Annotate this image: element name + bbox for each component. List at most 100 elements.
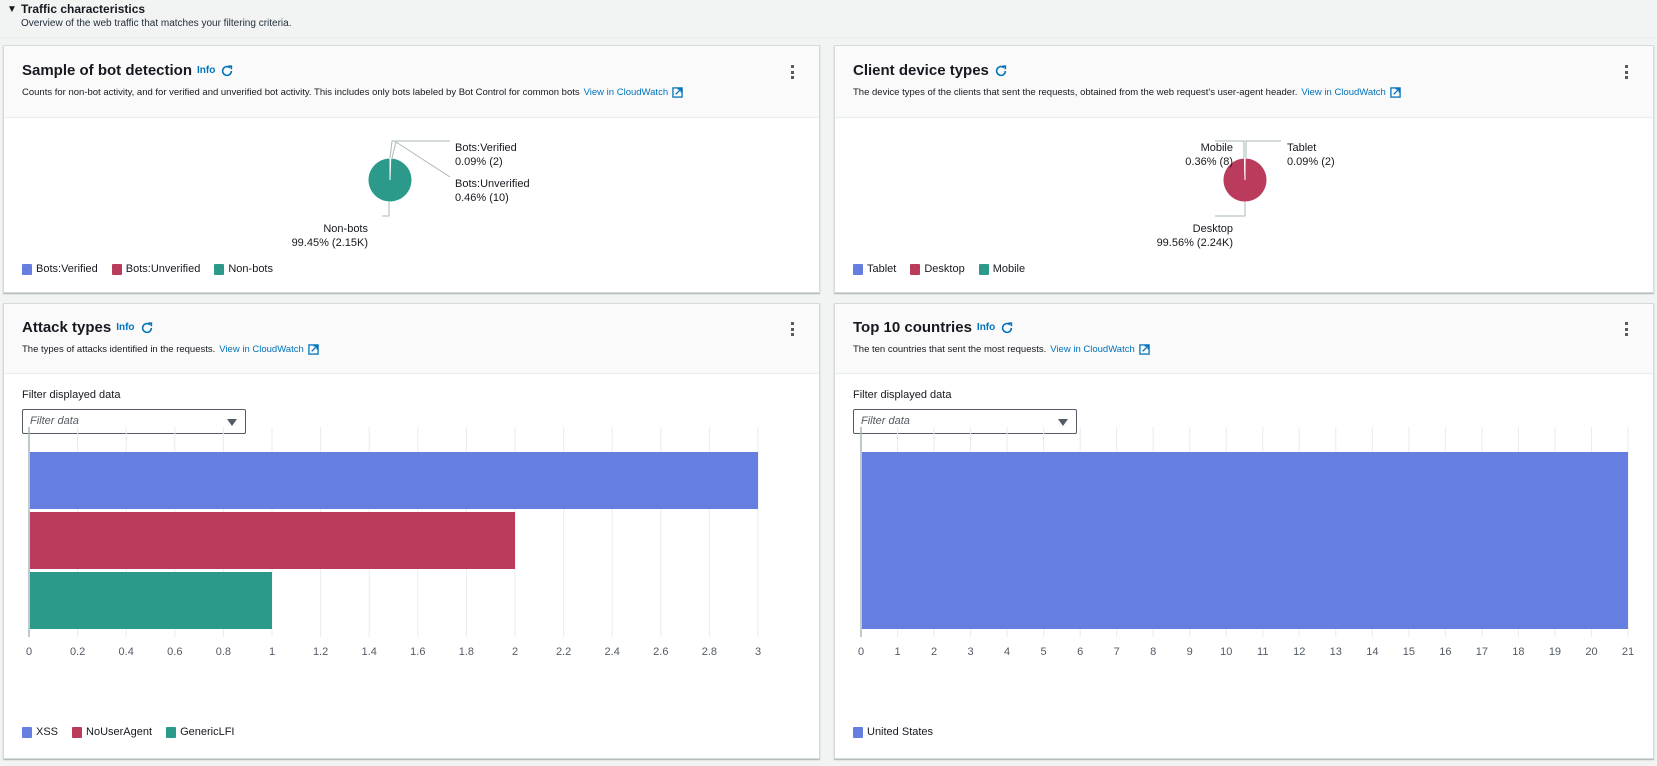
external-link-icon[interactable] xyxy=(1139,344,1150,355)
panel-title: Top 10 countries Info xyxy=(853,319,1014,336)
bot-detection-panel: Sample of bot detection Info Counts for … xyxy=(3,45,820,293)
x-tick-label: 21 xyxy=(1622,646,1634,658)
panel-title-text: Sample of bot detection xyxy=(22,62,193,79)
panel-description: The device types of the clients that sen… xyxy=(853,87,1401,98)
pie-label-bots-unverified: Bots:Unverified 0.46% (10) xyxy=(455,177,530,205)
refresh-icon[interactable] xyxy=(140,321,154,335)
view-in-cloudwatch-link[interactable]: View in CloudWatch xyxy=(219,344,304,355)
x-tick-label: 20 xyxy=(1585,646,1597,658)
view-in-cloudwatch-link[interactable]: View in CloudWatch xyxy=(1301,87,1386,98)
view-in-cloudwatch-link[interactable]: View in CloudWatch xyxy=(1050,344,1135,355)
refresh-icon[interactable] xyxy=(1000,321,1014,335)
x-tick-label: 0 xyxy=(858,646,864,658)
pie-slice-non-bots xyxy=(367,157,413,203)
external-link-icon[interactable] xyxy=(308,344,319,355)
x-tick-label: 18 xyxy=(1512,646,1524,658)
pie-leader-line xyxy=(389,140,450,159)
more-options-button[interactable] xyxy=(1621,321,1631,337)
legend-item-xss[interactable]: XSS xyxy=(22,726,58,738)
legend-item-tablet[interactable]: Tablet xyxy=(853,263,896,275)
more-options-button[interactable] xyxy=(787,64,797,80)
pie-label-tablet: Tablet 0.09% (2) xyxy=(1287,141,1335,169)
x-tick-label: 1 xyxy=(894,646,900,658)
pie-slice-bots-unverified xyxy=(389,157,392,181)
section-header: ▼ Traffic characteristics Overview of th… xyxy=(0,0,1657,38)
caret-down-icon[interactable]: ▼ xyxy=(7,4,17,15)
legend-label: Mobile xyxy=(992,263,1026,275)
chart-legend: United States xyxy=(853,726,933,738)
label-name: Bots:Unverified xyxy=(455,178,530,190)
label-value: 0.46% (10) xyxy=(455,192,509,204)
bar-genericlfi xyxy=(30,572,272,629)
x-tick-label: 14 xyxy=(1366,646,1378,658)
description-text: The device types of the clients that sen… xyxy=(853,87,1298,98)
x-tick-label: 3 xyxy=(755,646,761,658)
label-name: Bots:Verified xyxy=(455,142,517,154)
x-tick-label: 19 xyxy=(1549,646,1561,658)
bar-united-states xyxy=(862,452,1628,629)
refresh-icon[interactable] xyxy=(220,64,234,78)
legend-swatch xyxy=(22,726,32,738)
info-link[interactable]: Info xyxy=(116,322,135,333)
x-tick-label: 11 xyxy=(1257,646,1268,658)
panel-title-text: Top 10 countries xyxy=(853,319,972,336)
legend-item-bots-unverified[interactable]: Bots:Unverified xyxy=(111,263,201,275)
x-tick-label: 0.8 xyxy=(216,646,231,658)
more-options-button[interactable] xyxy=(1621,64,1631,80)
refresh-icon[interactable] xyxy=(994,64,1008,78)
legend-item-nouseragent[interactable]: NoUserAgent xyxy=(72,726,152,738)
chart-legend: Tablet Desktop Mobile xyxy=(853,263,1025,275)
x-tick-label: 1.8 xyxy=(459,646,474,658)
panel-title-text: Client device types xyxy=(853,62,989,79)
legend-swatch xyxy=(214,263,225,275)
description-text: Counts for non-bot activity, and for ver… xyxy=(22,87,580,98)
x-tick-label: 16 xyxy=(1439,646,1451,658)
external-link-icon[interactable] xyxy=(672,87,683,98)
view-in-cloudwatch-link[interactable]: View in CloudWatch xyxy=(583,87,669,98)
legend-label: Tablet xyxy=(867,263,897,275)
legend-swatch xyxy=(166,726,177,738)
filter-data-select[interactable]: Filter data xyxy=(22,409,246,434)
description-text: The types of attacks identified in the r… xyxy=(22,344,216,355)
external-link-icon[interactable] xyxy=(1390,87,1401,98)
legend-item-united-states[interactable]: United States xyxy=(853,726,933,738)
x-tick-label: 3 xyxy=(968,646,974,658)
label-name: Non-bots xyxy=(323,223,368,235)
filter-label: Filter displayed data xyxy=(853,389,952,401)
info-link[interactable]: Info xyxy=(976,322,996,333)
label-value: 0.09% (2) xyxy=(1287,156,1335,168)
filter-data-select[interactable]: Filter data xyxy=(853,409,1077,434)
pie-label-bots-verified: Bots:Verified 0.09% (2) xyxy=(455,141,517,169)
more-options-button[interactable] xyxy=(787,321,797,337)
legend-label: United States xyxy=(867,726,934,738)
label-value: 0.09% (2) xyxy=(455,156,503,168)
info-link[interactable]: Info xyxy=(197,65,216,76)
legend-swatch xyxy=(853,726,863,738)
caret-down-icon xyxy=(1058,419,1068,426)
x-tick-label: 6 xyxy=(1077,646,1083,658)
x-tick-label: 2.8 xyxy=(702,646,717,658)
legend-item-non-bots[interactable]: Non-bots xyxy=(214,263,273,275)
legend-item-genericlfi[interactable]: GenericLFI xyxy=(166,726,234,738)
legend-item-bots-verified[interactable]: Bots:Verified xyxy=(22,263,98,275)
bar-xss xyxy=(30,452,758,509)
label-name: Tablet xyxy=(1287,142,1317,154)
label-value: 99.56% (2.24K) xyxy=(1156,237,1233,249)
x-tick-label: 2.2 xyxy=(556,646,571,658)
bar-chart-top-countries: 0 1 2 3 4 5 6 7 8 9 10 11 12 13 14 15 16 17 18 19 20 21 xyxy=(858,427,1634,658)
x-tick-label: 1.2 xyxy=(313,646,328,658)
device-types-panel: Client device types The device types of … xyxy=(834,45,1654,293)
legend-swatch xyxy=(978,263,989,275)
x-tick-label: 0 xyxy=(26,646,32,658)
legend-item-mobile[interactable]: Mobile xyxy=(978,263,1026,275)
section-title[interactable]: Traffic characteristics xyxy=(21,2,146,16)
pie-leader-line xyxy=(1245,140,1281,158)
legend-item-desktop[interactable]: Desktop xyxy=(910,263,965,275)
filter-label: Filter displayed data xyxy=(22,389,121,401)
x-tick-label: 7 xyxy=(1114,646,1120,658)
legend-label: Bots:Unverified xyxy=(125,263,201,275)
filter-placeholder: Filter data xyxy=(861,415,910,427)
x-tick-label: 2.4 xyxy=(605,646,620,658)
bar-nouseragent xyxy=(30,512,515,569)
x-tick-label: 0.2 xyxy=(70,646,85,658)
